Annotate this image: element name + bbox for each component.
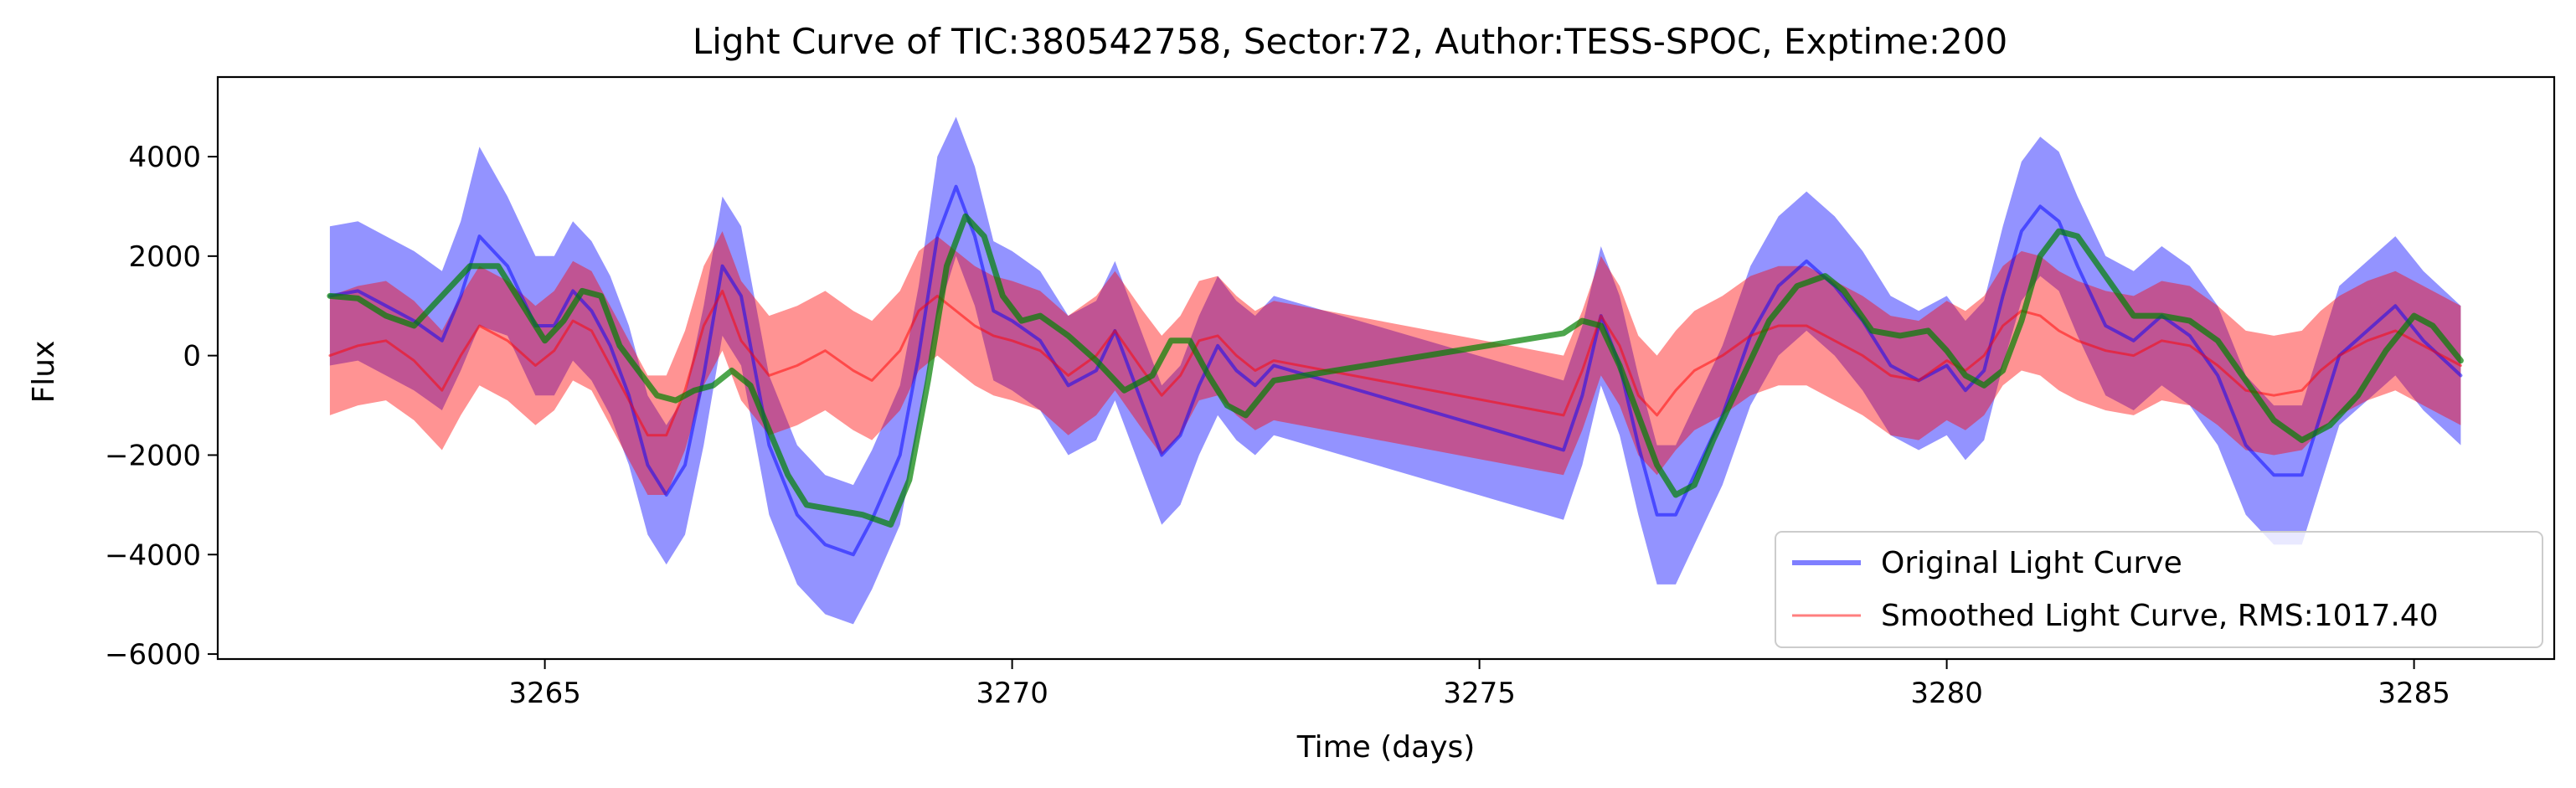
y-axis-label: Flux	[27, 341, 61, 404]
plot-area-frame	[216, 75, 2556, 661]
y-tick-label: 2000	[128, 240, 201, 274]
y-tick-label: −4000	[105, 538, 201, 572]
legend-label-original: Original Light Curve	[1881, 546, 2182, 580]
x-tick-label: 3265	[508, 677, 581, 710]
original-light-curve-band	[329, 116, 2461, 625]
original-light-curve-line	[327, 184, 2463, 557]
x-axis-ticks: 3265 3270 3275 3280 3285	[508, 659, 2450, 710]
x-tick-label: 3280	[1910, 677, 1983, 710]
smoothed-light-curve-line	[328, 289, 2462, 437]
x-tick-label: 3285	[2378, 677, 2450, 710]
legend-label-smoothed: Smoothed Light Curve, RMS:1017.40	[1881, 599, 2439, 633]
x-tick-label: 3275	[1443, 677, 1516, 710]
y-axis-ticks: −6000 −4000 −2000 0 2000 4000	[105, 141, 218, 672]
series-layer	[327, 116, 2464, 625]
legend: Original Light Curve Smoothed Light Curv…	[1775, 531, 2543, 648]
y-tick-label: −2000	[105, 439, 201, 472]
y-tick-label: −6000	[105, 638, 201, 672]
chart-title: Light Curve of TIC:380542758, Sector:72,…	[693, 21, 2007, 62]
x-tick-label: 3270	[976, 677, 1048, 710]
legend-box	[1775, 531, 2543, 648]
y-tick-label: 4000	[128, 141, 201, 174]
trend-line	[327, 213, 2464, 528]
y-tick-label: 0	[183, 340, 201, 373]
x-axis-label: Time (days)	[1296, 730, 1476, 765]
